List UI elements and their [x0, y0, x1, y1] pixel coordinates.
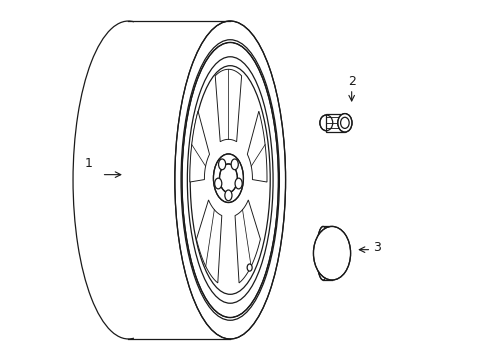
- Ellipse shape: [235, 178, 242, 189]
- Text: 2: 2: [347, 75, 355, 88]
- Ellipse shape: [246, 264, 252, 271]
- Polygon shape: [189, 111, 209, 182]
- Text: 3: 3: [372, 241, 380, 255]
- Ellipse shape: [319, 115, 332, 131]
- Ellipse shape: [214, 178, 222, 189]
- Polygon shape: [215, 69, 241, 142]
- Ellipse shape: [316, 226, 329, 280]
- Ellipse shape: [313, 226, 350, 280]
- Ellipse shape: [224, 190, 231, 201]
- Polygon shape: [196, 200, 222, 283]
- Ellipse shape: [219, 164, 237, 193]
- Ellipse shape: [218, 159, 225, 170]
- Ellipse shape: [175, 21, 285, 339]
- Ellipse shape: [213, 154, 243, 203]
- Ellipse shape: [182, 42, 278, 318]
- Polygon shape: [235, 200, 260, 283]
- Polygon shape: [325, 113, 344, 132]
- Polygon shape: [247, 111, 266, 182]
- Ellipse shape: [231, 159, 238, 170]
- Ellipse shape: [337, 113, 351, 132]
- Text: 1: 1: [85, 157, 93, 170]
